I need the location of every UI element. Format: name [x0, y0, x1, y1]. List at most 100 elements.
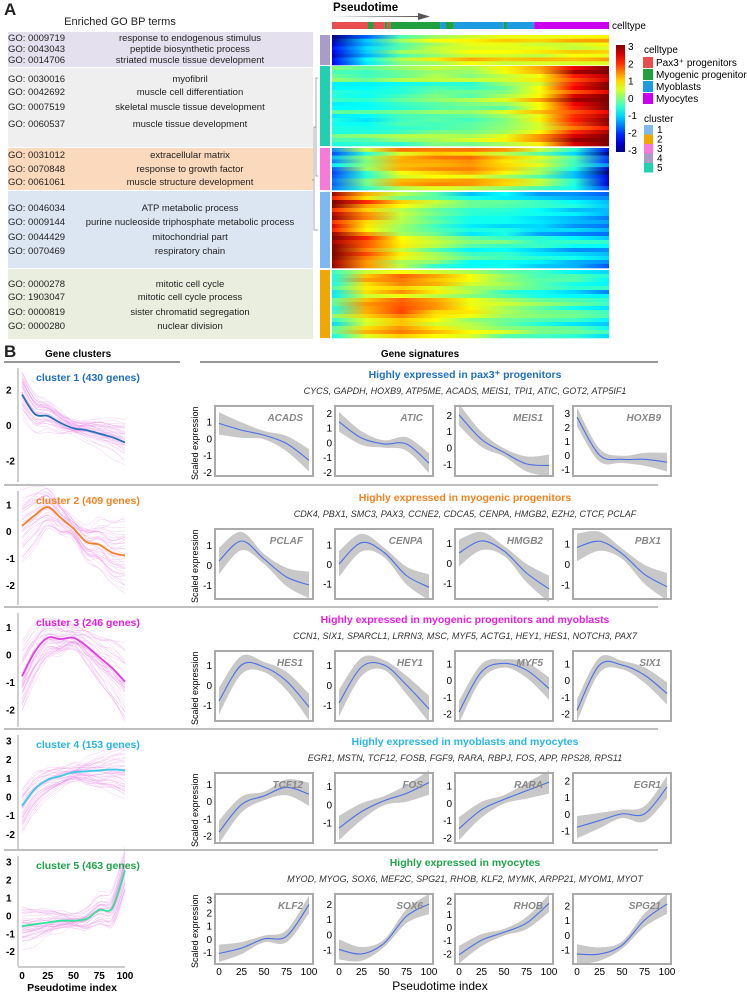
y-tick-label: -1: [443, 579, 452, 590]
gene-trajectory: [21, 775, 126, 823]
gene-trajectory: [21, 758, 126, 797]
gene-trajectory: [21, 522, 126, 577]
gene-trajectory: [21, 772, 126, 827]
gene-trajectory: [21, 403, 126, 463]
heatmap: Pseudotimecelltype3210-1-2-3celltypePax3…: [312, 2, 747, 339]
gene-trend-line: [218, 661, 310, 708]
legend-swatch: [643, 69, 653, 80]
gene-trend-line: [338, 541, 430, 588]
x-tick-label: 100: [659, 967, 676, 978]
gene-trajectory: [21, 413, 126, 446]
go-term-row: GO: 0044429 mitochondrial part: [8, 233, 313, 243]
gene-trajectory: [21, 519, 126, 589]
gene-trajectory: [21, 867, 126, 942]
cluster-row-4: 3 2 1 0 -1 -2 cluster 4 (153 genes) Highly expr…: [4, 728, 672, 849]
heatmap-row: [332, 50, 609, 55]
heatmap-row: [332, 38, 609, 43]
gene-trajectory: [21, 506, 126, 534]
heatmap-row: [332, 114, 609, 119]
pseudotime-title: Pseudotime: [333, 2, 398, 14]
x-tick-label: 25: [236, 967, 248, 978]
legend-cluster-label: 2: [657, 135, 663, 146]
gene-trajectory: [21, 639, 126, 699]
y-tick-label: -2: [203, 468, 212, 479]
go-term: purine nucleoside triphosphate metabolic…: [85, 217, 295, 228]
go-id: GO: 0030016: [8, 74, 66, 85]
heatmap-row: [332, 70, 609, 75]
y-tick-label: 1: [446, 539, 452, 550]
gene-name: SOX6: [396, 901, 423, 912]
x-tick-label: 50: [616, 967, 628, 978]
go-id: GO: 0009719: [8, 33, 66, 44]
y-tick-label: -1: [6, 811, 15, 822]
x-tick-label: 25: [476, 967, 488, 978]
y-tick-label: 0: [326, 438, 332, 449]
gene-trajectory: [21, 381, 126, 426]
heatmap-row: [332, 35, 609, 40]
gene-trajectory: [21, 889, 126, 929]
cluster-label: cluster 3 (246 genes): [36, 617, 140, 629]
gene-trajectory: [21, 514, 126, 569]
colorbar-tick: 3: [628, 42, 634, 53]
go-term: striated muscle tissue development: [115, 55, 265, 66]
x-tick-label: 0: [19, 971, 25, 982]
gene-trajectory: [21, 638, 126, 688]
gene-trajectory: [21, 376, 126, 430]
y-tick-label: -1: [443, 816, 452, 827]
gene-trajectory: [21, 382, 126, 451]
gene-plot-pbx1: PBX1 1 0 -1: [561, 528, 672, 601]
y-tick-label: 1: [564, 659, 570, 670]
plot-frame: [454, 650, 554, 722]
gene-trajectory: [21, 753, 126, 790]
y-tick-label: 1: [446, 910, 452, 921]
gene-trend-line: [338, 661, 430, 710]
confidence-band: [577, 654, 667, 722]
go-term-row: GO: 0070469 respiratory chain: [8, 247, 313, 257]
y-tick-label: -2: [6, 947, 15, 958]
gene-plot-hey1: HEY1 1 0 -1: [323, 650, 434, 723]
gene-trajectory: [21, 373, 126, 440]
go-id: GO: 0043043: [8, 44, 66, 55]
go-id: GO: 0031012: [8, 150, 66, 161]
plot-frame: [572, 772, 672, 844]
gene-trajectory: [21, 761, 126, 813]
legend-celltype-title: celltype: [644, 45, 678, 56]
gene-trajectory: [21, 515, 126, 569]
heatmap-row: [332, 208, 609, 213]
celltype-segment: [384, 22, 388, 29]
gene-name: ACADS: [266, 413, 303, 424]
gene-trajectory: [21, 851, 126, 915]
go-term-row: GO: 0000819 sister chromatid segregation: [8, 308, 313, 318]
gene-name: HOXB9: [627, 413, 662, 424]
gene-name: EGR1: [634, 780, 662, 791]
heatmap-row: [332, 130, 609, 135]
y-tick-label: -1: [6, 929, 15, 940]
heatmap-row: [332, 61, 609, 66]
gene-trajectory: [21, 642, 126, 693]
gene-trajectory: [21, 869, 126, 942]
gene-trajectory: [21, 381, 126, 425]
y-tick-label: 1: [206, 922, 212, 933]
x-tick-label: 100: [421, 967, 438, 978]
y-tick-label: 1: [446, 659, 452, 670]
pseudotime-arrow-icon: [332, 13, 430, 20]
gene-trajectory: [21, 778, 126, 825]
gene-trajectory: [21, 378, 126, 425]
celltype-segment: [368, 22, 374, 29]
go-term-row: GO: 0014706 striated muscle tissue develo…: [8, 56, 313, 66]
gene-name: HMGB2: [507, 536, 544, 547]
gene-trajectory: [21, 777, 126, 815]
gene-trajectory: [21, 771, 126, 806]
y-tick-label: -1: [443, 460, 452, 471]
go-term: nuclear division: [157, 321, 223, 332]
y-tick-label: 0: [6, 793, 12, 804]
heatmap-row: [332, 220, 609, 225]
y-tick-label: 1: [326, 424, 332, 435]
y-tick-label: 1: [564, 793, 570, 804]
signature-heading: Highly expressed in pax3⁺ progenitors: [369, 369, 562, 381]
heatmap-row: [332, 102, 609, 107]
gene-name: SPG21: [629, 901, 662, 912]
heatmap-row: [332, 148, 609, 153]
y-tick-label: 3: [564, 409, 570, 420]
cluster-bar-2: [320, 270, 330, 338]
